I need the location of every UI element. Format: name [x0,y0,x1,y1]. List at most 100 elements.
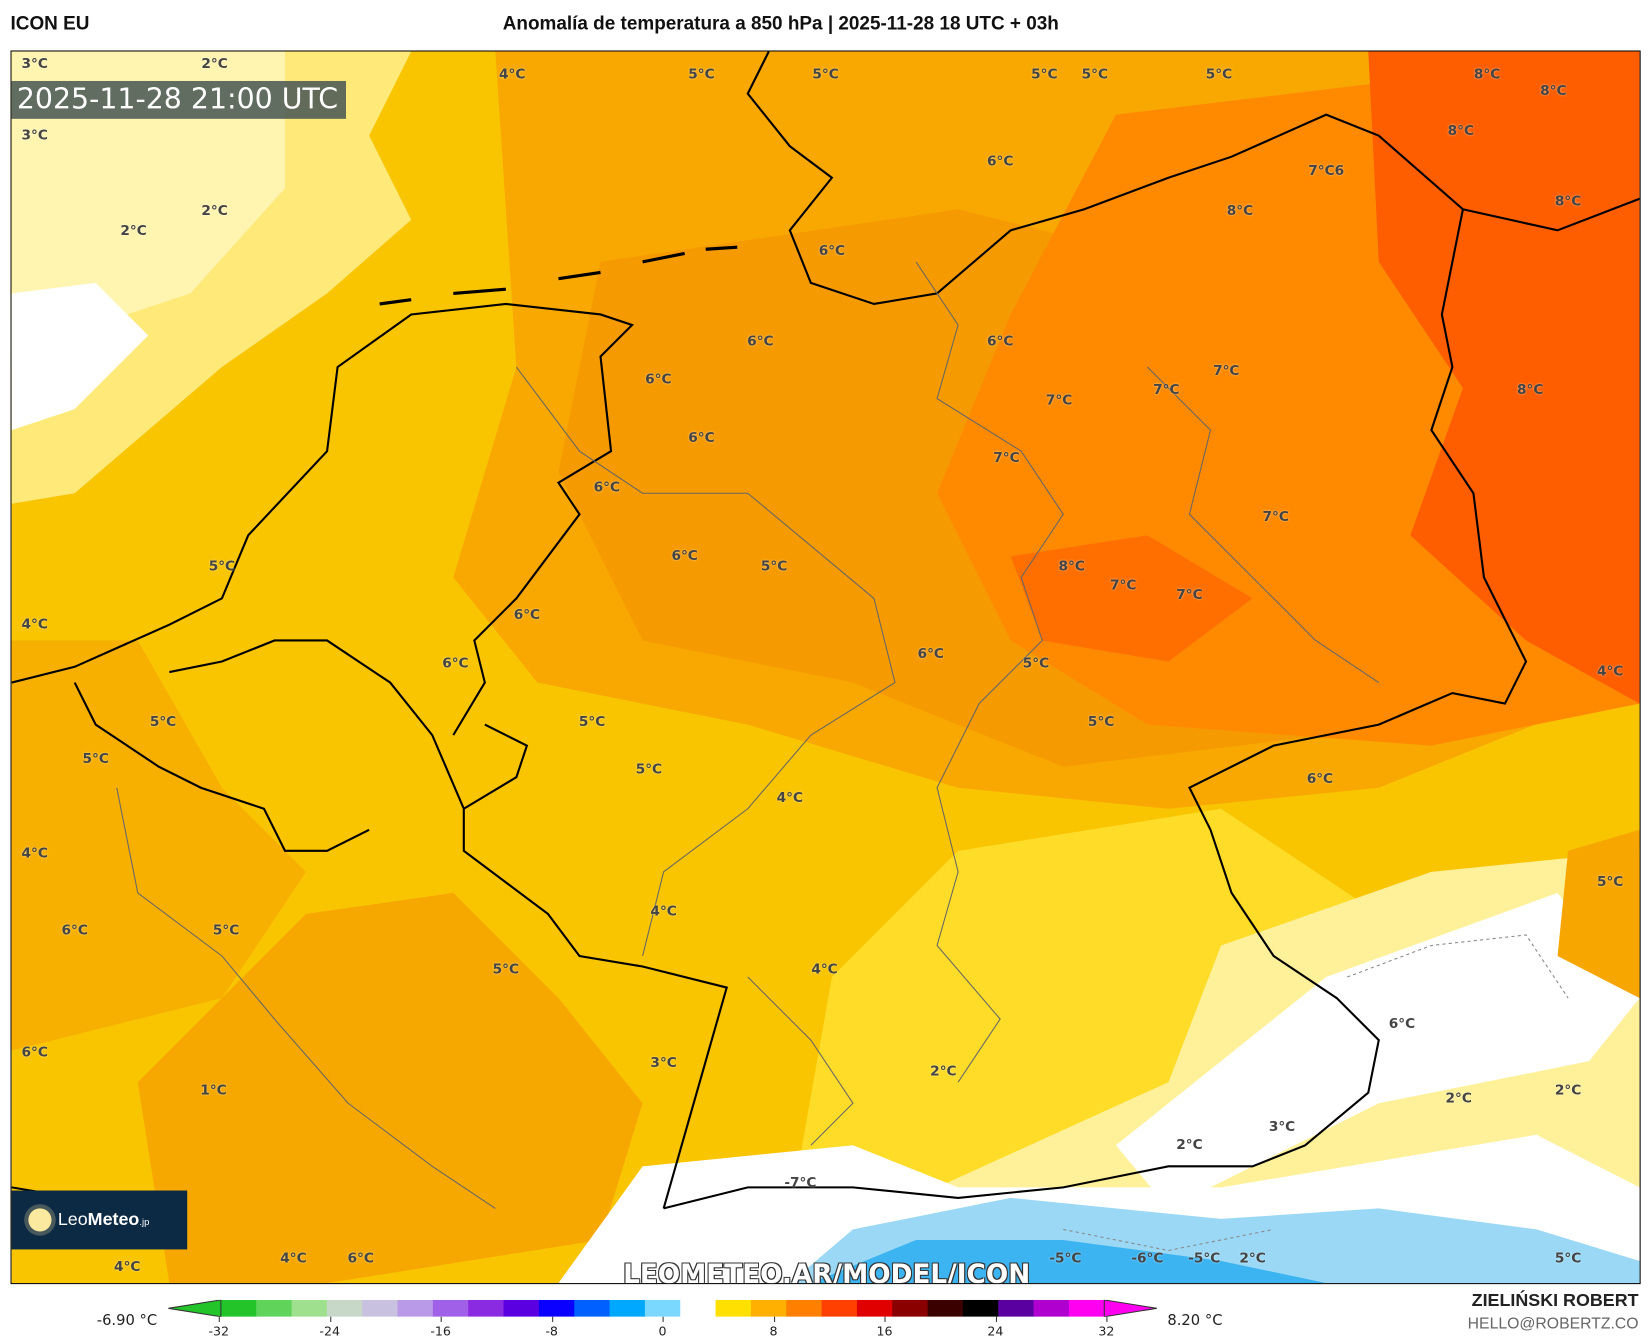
temperature-label: 5°C [1087,714,1115,731]
temperature-label: 8°C [1473,66,1501,83]
temperature-label: 8°C [1517,382,1544,399]
temperature-label: 3°C [21,127,48,144]
temperature-label: 6°C [688,430,715,447]
logo-suffix: .jp [139,1216,150,1228]
temperature-label: 2°C [930,1063,957,1080]
colorbar-segment [786,1299,823,1317]
temperature-label: 6°C [442,655,469,672]
temperature-label: 7°C6 [1308,163,1345,180]
temperature-label: 8°C [1447,123,1475,140]
author-email[interactable]: HELLO@ROBERTZ.CO [1467,1314,1639,1333]
colorbar-tick-mark [218,1316,220,1322]
temperature-label: 4°C [1596,664,1624,680]
temperature-label: 4°C [650,903,677,920]
temperature-label: 2°C [1445,1091,1472,1107]
map-fill [11,51,1640,1284]
logo-text-light: Leo [57,1209,88,1230]
temperature-label: 5°C [208,558,236,575]
valid-time-badge: 2025-11-28 21:00 UTC [11,80,347,119]
temperature-label: 8°C [1058,558,1085,575]
colorbar-tick-mark [551,1316,553,1322]
colorbar-tick-label: 8 [769,1324,778,1339]
temperature-label: 7°C [1045,392,1073,409]
colorbar-segment [892,1299,929,1317]
sun-icon [28,1208,52,1232]
temperature-label: 5°C [760,558,788,575]
temperature-label: 6°C [593,480,621,496]
colorbar-segment [468,1299,505,1317]
temperature-label: 6°C [986,154,1014,170]
colorbar-segment [821,1299,858,1317]
temperature-label: 6°C [917,646,944,663]
temperature-label: 5°C [1596,874,1624,891]
temperature-label: 6°C [818,243,846,260]
colorbar-segment [680,1299,717,1317]
colorbar-tick-label: -16 [430,1324,451,1339]
colorbar-max-label: 8.20 °C [1167,1312,1223,1330]
temperature-label: 5°C [578,714,606,731]
colorbar-min-label: -6.90 °C [96,1312,158,1330]
temperature-label: 1°C [200,1082,227,1099]
temperature-label: 6°C [347,1250,374,1267]
colorbar-segment [538,1299,575,1317]
temperature-label: 6°C [671,548,698,565]
temperature-label: 5°C [82,751,109,768]
temperature-label: -6°C [1131,1250,1164,1267]
colorbar-tick-mark [662,1316,664,1322]
colorbar-segment [362,1299,399,1317]
colorbar-tick-mark [884,1316,886,1322]
watermark: LEOMETEO.AR/MODEL/ICON [623,1258,1031,1285]
colorbar-tick-label: 24 [987,1324,1004,1339]
author-name: ZIELIŃSKI ROBERT [1471,1290,1639,1311]
logo-text: LeoMeteo.jp [58,1209,150,1230]
temperature-label: 7°C [1262,509,1289,526]
temperature-label: 6°C [747,333,774,350]
temperature-label: 4°C [498,66,526,83]
colorbar-segment [220,1299,257,1317]
temperature-label: 7°C [1176,587,1203,604]
colorbar-tick-mark [440,1316,442,1322]
colorbar-tick-label: 16 [876,1324,893,1339]
colorbar-segment [927,1299,964,1317]
temperature-label: -5°C [1049,1250,1082,1267]
colorbar-tick-mark [329,1316,331,1322]
temperature-label: 4°C [21,616,48,633]
colorbar-segment [1033,1299,1070,1317]
temperature-label: 5°C [492,961,520,978]
colorbar [168,1299,1157,1317]
colorbar-segment [397,1299,434,1317]
temperature-label: 2°C [1239,1250,1266,1267]
temperature-label: 5°C [688,66,715,83]
temperature-label: 7°C [993,450,1020,467]
colorbar-segment [609,1299,646,1317]
temperature-label: 5°C [1031,66,1058,83]
temperature-label: 6°C [61,922,88,939]
temperature-label: 5°C [635,761,663,778]
temperature-label: 3°C [21,56,48,73]
temperature-label: -5°C [1188,1250,1221,1267]
temperature-label: 7°C [1213,363,1240,380]
temperature-anomaly-map[interactable]: 3°C 2°C 4°C 5°C 5°C 5°C 5°C 5°C 8°C 8°C 3°C 2°C 2°C 6… [10,50,1641,1285]
temperature-label: 8°C [1226,203,1254,220]
temperature-label: 5°C [212,922,240,939]
temperature-label: 5°C [1554,1250,1582,1267]
temperature-label: 3°C [650,1055,677,1072]
model-name: ICON EU [10,12,90,34]
temperature-label: 6°C [986,333,1014,350]
colorbar-segment [998,1299,1035,1317]
colorbar-segment [291,1299,328,1317]
colorbar-tick-mark [995,1316,997,1322]
temperature-label: 5°C [1022,655,1050,672]
colorbar-segment [574,1299,611,1317]
colorbar-segment [644,1299,681,1317]
temperature-label: 8°C [1540,83,1567,100]
temperature-label: 6°C [21,1044,48,1061]
leometeo-logo: LeoMeteo.jp [11,1190,188,1250]
colorbar-segment [1068,1299,1105,1317]
logo-text-bold: Meteo [87,1209,140,1230]
colorbar-min-arrow [168,1299,222,1317]
colorbar-segment [856,1299,893,1317]
temperature-label: 7°C [1153,382,1180,399]
temperature-label: 8°C [1554,194,1582,210]
colorbar-tick-label: -8 [545,1324,558,1339]
